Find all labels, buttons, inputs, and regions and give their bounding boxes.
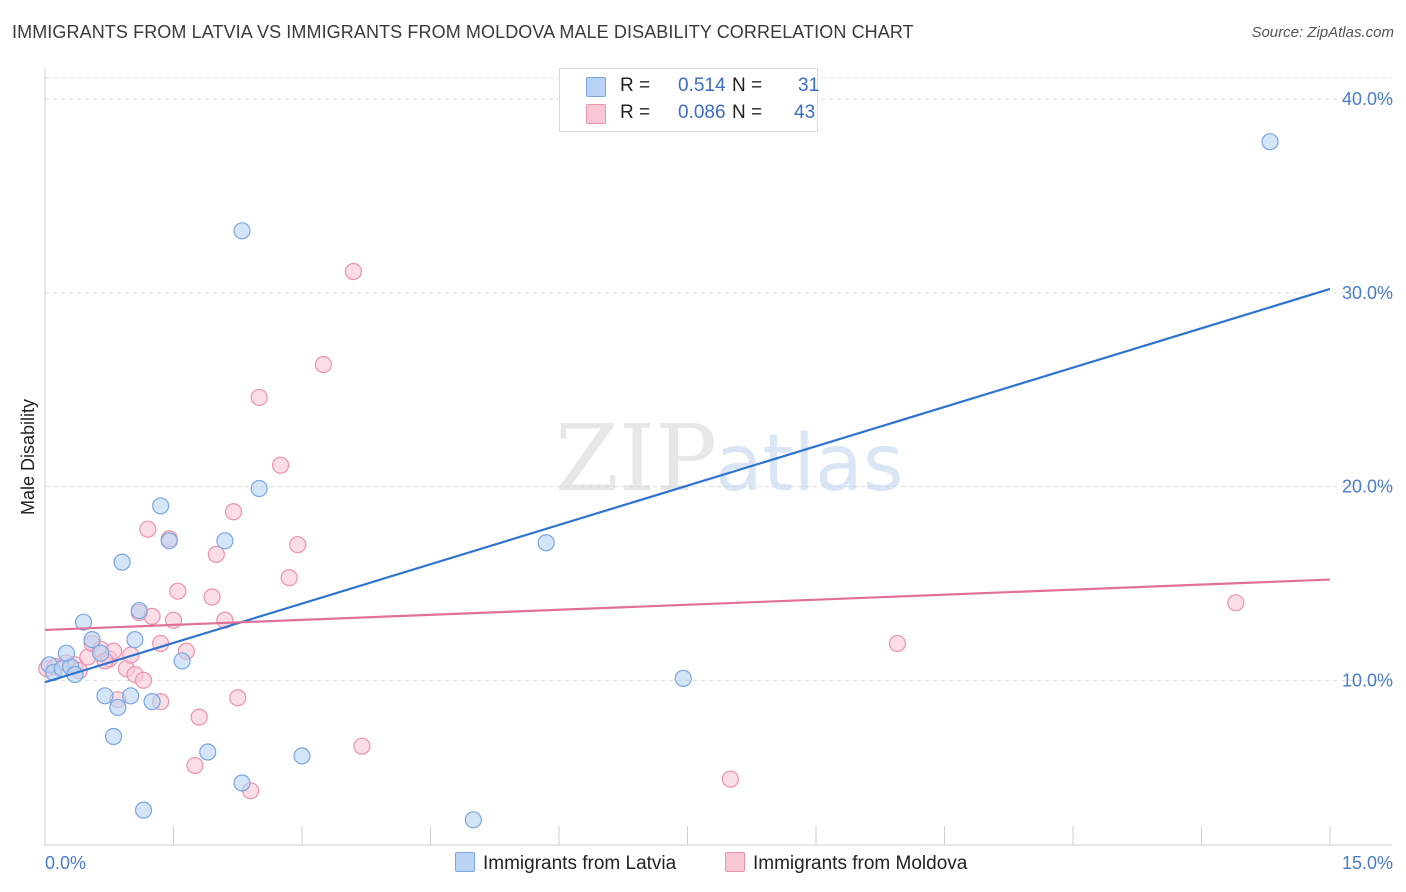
latvia-point (233, 774, 251, 792)
moldova-swatch (586, 104, 606, 124)
moldova-n-value: 43 (794, 102, 816, 123)
moldova-point (1227, 594, 1245, 612)
moldova-point (207, 545, 225, 563)
latvia-point (57, 644, 76, 662)
legend-item-moldova: Immigrants from Moldova (725, 852, 967, 875)
source-credit: Source: ZipAtlas.com (1251, 24, 1394, 41)
moldova-point (353, 737, 371, 755)
stats-legend: R = 0.514 N = 31 R = 0.086 N = 43 (559, 68, 820, 132)
latvia-point (152, 497, 170, 515)
scatter-points (38, 133, 1279, 829)
y-tick-label: 30.0% (1342, 283, 1393, 303)
latvia-trendline (44, 287, 1331, 684)
latvia-n-value: 31 (798, 75, 820, 96)
gridlines (45, 77, 1392, 681)
legend-item-latvia: Immigrants from Latvia (455, 852, 676, 875)
moldova-point (271, 456, 290, 474)
latvia-point (109, 698, 127, 717)
latvia-point (464, 811, 482, 829)
latvia-point (74, 613, 93, 631)
latvia-point (160, 532, 178, 550)
r-label: R = (620, 102, 651, 123)
x-tick-label-min: 0.0% (45, 853, 86, 873)
moldova-point (203, 588, 221, 606)
latvia-point (113, 553, 131, 571)
latvia-point (143, 693, 161, 711)
latvia-point (1261, 133, 1279, 151)
trendlines (44, 287, 1331, 684)
moldova-point (186, 756, 204, 775)
n-label: N = (732, 102, 763, 123)
x-tick-label-max: 15.0% (1342, 853, 1393, 873)
r-label: R = (620, 75, 651, 96)
latvia-point (104, 727, 123, 746)
latvia-point (199, 743, 217, 761)
moldova-point (250, 388, 268, 407)
moldova-point (721, 770, 739, 788)
moldova-trendline (44, 578, 1331, 632)
latvia-point (233, 222, 251, 240)
latvia-legend-label: Immigrants from Latvia (483, 853, 677, 874)
moldova-point (134, 671, 153, 689)
chart-title: IMMIGRANTS FROM LATVIA VS IMMIGRANTS FRO… (12, 22, 914, 42)
moldova-point (314, 355, 333, 374)
y-tick-label: 10.0% (1342, 670, 1393, 690)
moldova-point (289, 536, 307, 554)
moldova-r-value: 0.086 (678, 102, 726, 123)
moldova-point (888, 634, 906, 653)
latvia-point (134, 801, 153, 819)
latvia-swatch (586, 77, 606, 97)
latvia-point (216, 532, 234, 550)
latvia-point (92, 644, 110, 662)
axes (44, 68, 1392, 846)
y-tick-label: 40.0% (1342, 89, 1393, 109)
moldova-point (280, 569, 298, 587)
y-axis-label: Male Disability (18, 399, 38, 515)
latvia-point (537, 534, 555, 552)
moldova-point (224, 503, 243, 521)
moldova-legend-label: Immigrants from Moldova (753, 853, 968, 874)
y-tick-label: 20.0% (1342, 477, 1393, 497)
moldova-point (139, 520, 157, 538)
latvia-point (250, 479, 268, 498)
latvia-point (674, 669, 692, 687)
moldova-point (190, 708, 208, 726)
latvia-point (83, 631, 101, 649)
latvia-legend-swatch (455, 852, 475, 872)
moldova-legend-swatch (725, 852, 745, 872)
n-label: N = (732, 75, 763, 96)
latvia-point (293, 747, 311, 765)
latvia-point (122, 687, 140, 705)
latvia-point (126, 631, 144, 649)
watermark-zip: ZIP (555, 405, 717, 512)
moldova-point (229, 689, 247, 707)
latvia-point (130, 601, 148, 620)
latvia-point (173, 652, 191, 670)
watermark-atlas: atlas (715, 419, 904, 509)
latvia-point (96, 687, 114, 705)
moldova-point (169, 582, 187, 600)
latvia-r-value: 0.514 (678, 75, 726, 96)
tick-labels: 10.0% 20.0% 30.0% 40.0% 0.0% 15.0% (45, 89, 1393, 873)
moldova-point (344, 262, 362, 281)
